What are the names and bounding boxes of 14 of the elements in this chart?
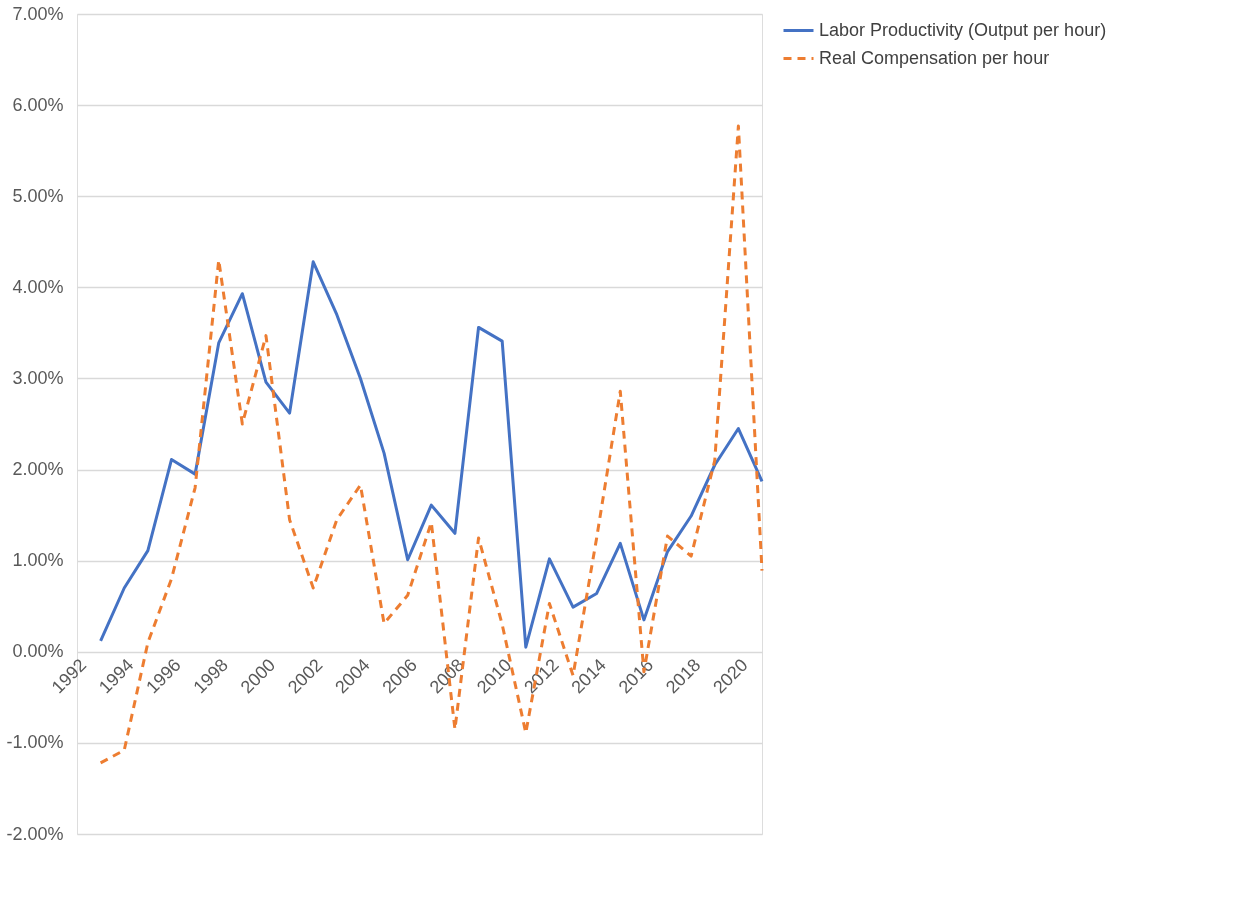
y-tick-label: 6.00%	[12, 94, 64, 115]
y-tick-label: 5.00%	[12, 185, 64, 206]
y-tick-label: 0.00%	[12, 641, 64, 662]
y-tick-label: 2.00%	[12, 459, 64, 480]
y-tick-label: 1.00%	[12, 550, 64, 571]
y-tick-label: 4.00%	[12, 276, 64, 297]
y-tick-label: 3.00%	[12, 367, 64, 388]
legend-label: Real Compensation per hour	[819, 47, 1050, 68]
y-tick-label: 7.00%	[12, 3, 64, 24]
y-tick-label: -2.00%	[6, 823, 64, 844]
line-series	[99, 260, 764, 649]
y-tick-label: -1.00%	[6, 732, 64, 753]
legend-label: Labor Productivity (Output per hour)	[819, 19, 1107, 40]
line-series	[99, 124, 764, 765]
